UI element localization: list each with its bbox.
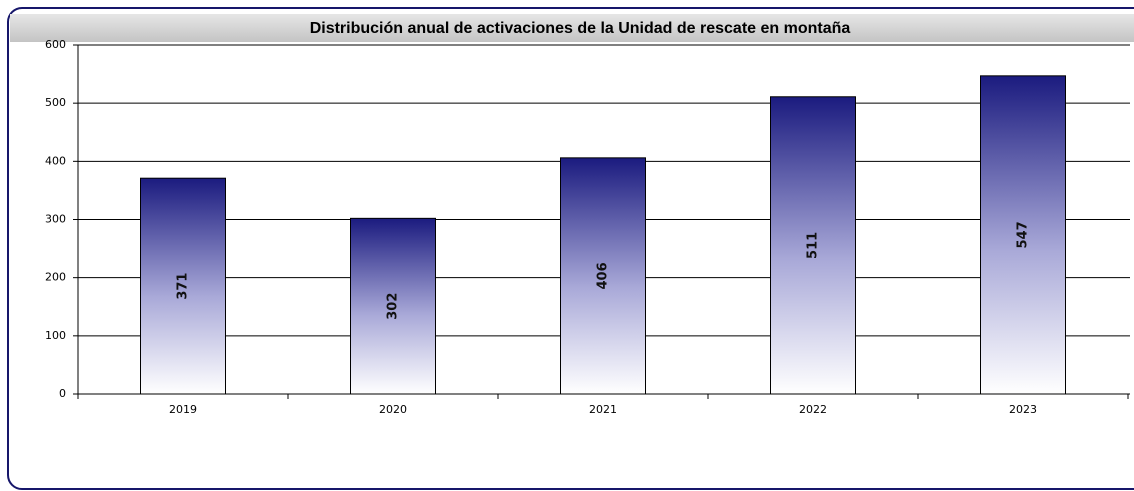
bar xyxy=(560,157,646,395)
y-tick-label: 400 xyxy=(45,154,66,167)
y-tick-label: 600 xyxy=(45,38,66,51)
bar xyxy=(980,75,1066,395)
data-label: 371 xyxy=(176,273,191,300)
title-bar xyxy=(10,14,1134,42)
bar xyxy=(770,96,856,395)
x-tick-label: 2021 xyxy=(589,403,617,416)
data-label: 547 xyxy=(1016,221,1031,248)
chart-title: Distribución anual de activaciones de la… xyxy=(310,20,851,37)
bar xyxy=(350,217,436,395)
y-tick-label: 100 xyxy=(45,329,66,342)
x-tick-label: 2022 xyxy=(799,403,827,416)
data-label: 302 xyxy=(386,293,401,320)
data-label: 406 xyxy=(596,262,611,289)
y-tick-label: 500 xyxy=(45,96,66,109)
y-tick-label: 300 xyxy=(45,213,66,226)
y-tick-label: 0 xyxy=(59,387,66,400)
x-tick-label: 2019 xyxy=(169,403,197,416)
x-tick-label: 2023 xyxy=(1009,403,1037,416)
data-label: 511 xyxy=(806,232,821,259)
bar xyxy=(140,177,226,395)
y-tick-label: 200 xyxy=(45,271,66,284)
x-tick-label: 2020 xyxy=(379,403,407,416)
